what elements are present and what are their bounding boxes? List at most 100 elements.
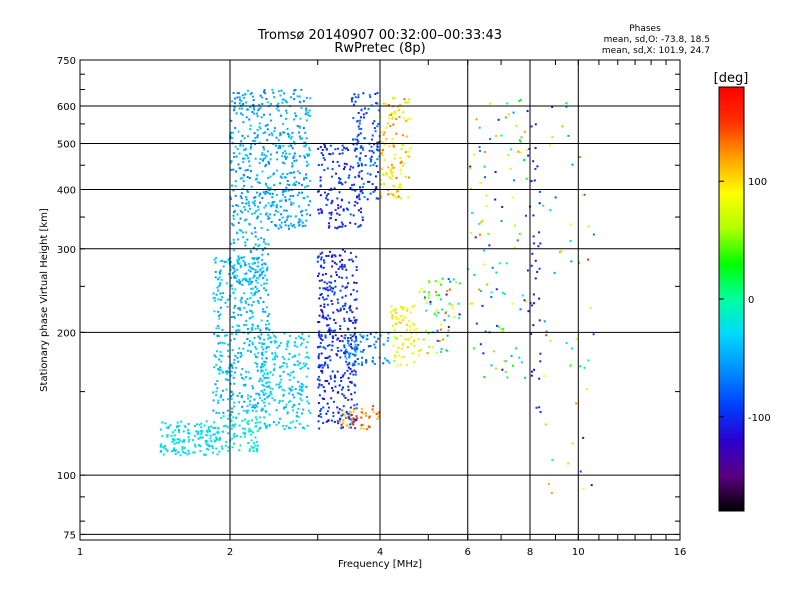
scatter-point	[236, 356, 239, 359]
scatter-point	[249, 106, 252, 109]
scatter-point	[230, 390, 233, 393]
scatter-point	[242, 96, 245, 99]
scatter-point	[288, 152, 291, 155]
scatter-point	[214, 276, 217, 279]
scatter-point	[352, 138, 355, 141]
scatter-point	[332, 400, 335, 403]
scatter-point	[354, 350, 357, 353]
scatter-point	[178, 430, 181, 433]
scatter-point	[300, 342, 303, 345]
scatter-point	[173, 442, 176, 445]
scatter-point	[248, 403, 251, 406]
scatter-point	[438, 294, 441, 297]
scatter-point	[567, 462, 570, 465]
scatter-point	[249, 124, 252, 127]
scatter-point	[206, 434, 209, 437]
scatter-point	[234, 180, 237, 183]
scatter-point	[323, 261, 326, 264]
scatter-point	[348, 380, 351, 383]
scatter-point	[321, 296, 324, 299]
scatter-point	[276, 204, 279, 207]
scatter-point	[483, 151, 486, 154]
scatter-point	[294, 388, 297, 391]
scatter-point	[351, 335, 354, 338]
scatter-point	[512, 179, 515, 182]
scatter-point	[255, 257, 258, 260]
scatter-point	[345, 348, 348, 351]
scatter-point	[331, 302, 334, 305]
scatter-point	[224, 444, 227, 447]
scatter-point	[321, 273, 324, 276]
scatter-point	[317, 190, 320, 193]
scatter-point	[230, 316, 233, 319]
scatter-point	[356, 357, 359, 360]
scatter-point	[333, 380, 336, 383]
scatter-point	[288, 172, 291, 175]
scatter-point	[539, 410, 542, 413]
scatter-point	[260, 226, 263, 229]
scatter-point	[355, 255, 358, 258]
scatter-point	[224, 301, 227, 304]
scatter-point	[176, 451, 179, 454]
scatter-point	[524, 214, 527, 217]
scatter-point	[386, 339, 389, 342]
scatter-point	[399, 162, 402, 165]
scatter-point	[252, 404, 255, 407]
scatter-point	[248, 317, 251, 320]
scatter-point	[392, 184, 395, 187]
scatter-point	[238, 347, 241, 350]
scatter-point	[325, 282, 328, 285]
scatter-point	[349, 414, 352, 417]
scatter-point	[395, 118, 398, 121]
scatter-point	[217, 289, 220, 292]
scatter-point	[250, 433, 253, 436]
scatter-point	[372, 190, 375, 193]
scatter-point	[353, 183, 356, 186]
scatter-point	[390, 172, 393, 175]
scatter-point	[380, 183, 383, 186]
scatter-point	[375, 101, 378, 104]
scatter-point	[323, 305, 326, 308]
scatter-point	[256, 281, 259, 284]
scatter-point	[582, 436, 585, 439]
scatter-point	[300, 399, 303, 402]
scatter-point	[218, 450, 221, 453]
scatter-point	[392, 112, 395, 115]
scatter-point	[348, 354, 351, 357]
scatter-point	[342, 413, 345, 416]
scatter-point	[253, 398, 256, 401]
scatter-point	[246, 190, 249, 193]
scatter-point	[296, 125, 299, 128]
scatter-point	[371, 134, 374, 137]
scatter-point	[282, 122, 285, 125]
scatter-point	[305, 173, 308, 176]
scatter-point	[199, 445, 202, 448]
scatter-point	[361, 192, 364, 195]
scatter-point	[362, 427, 365, 430]
scatter-point	[356, 138, 359, 141]
scatter-point	[164, 444, 167, 447]
scatter-point	[247, 210, 250, 213]
scatter-point	[290, 135, 293, 138]
scatter-point	[372, 163, 375, 166]
scatter-point	[330, 211, 333, 214]
y-axis-label: Stationary phase Virtual Height [km]	[39, 208, 50, 392]
scatter-point	[170, 434, 173, 437]
scatter-point	[510, 355, 513, 358]
scatter-point	[321, 316, 324, 319]
scatter-point	[298, 172, 301, 175]
scatter-point	[278, 400, 281, 403]
scatter-point	[237, 360, 240, 363]
scatter-point	[338, 225, 341, 228]
scatter-point	[286, 127, 289, 130]
scatter-point	[259, 127, 262, 130]
scatter-point	[285, 219, 288, 222]
scatter-point	[349, 406, 352, 409]
scatter-point	[335, 263, 338, 266]
scatter-point	[235, 416, 238, 419]
scatter-point	[402, 319, 405, 322]
scatter-point	[221, 389, 224, 392]
scatter-point	[272, 204, 275, 207]
scatter-point	[290, 145, 293, 148]
scatter-point	[230, 131, 233, 134]
